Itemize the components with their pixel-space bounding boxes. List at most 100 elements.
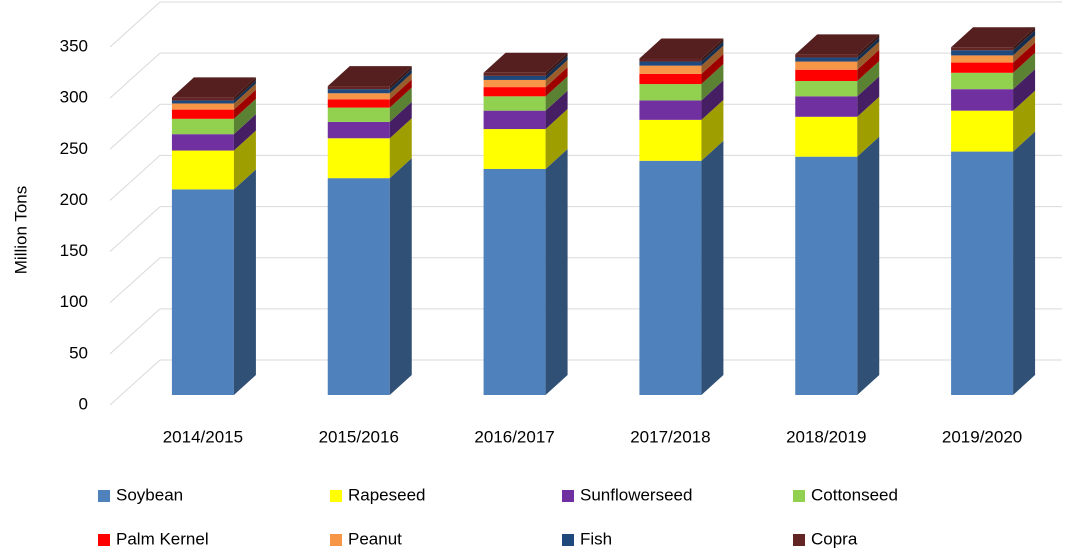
bar-side	[701, 99, 724, 161]
bar-segment	[483, 168, 546, 395]
legend-label: Peanut	[348, 529, 402, 548]
bar-segment	[171, 134, 234, 151]
bar-segment	[171, 97, 234, 101]
legend-label: Cottonseed	[811, 485, 898, 504]
x-tick-label: 2016/2017	[474, 427, 554, 446]
legend-swatch	[562, 534, 574, 546]
bar-side	[233, 77, 256, 101]
bar-top	[483, 52, 568, 73]
bar-side	[857, 76, 880, 117]
bar-side	[1013, 90, 1036, 152]
y-tick-label: 150	[60, 241, 88, 260]
bar-side	[389, 66, 412, 90]
bar-segment	[171, 150, 234, 190]
legend-label: Fish	[580, 529, 612, 548]
bar-segment	[639, 65, 702, 74]
bar-side	[857, 49, 880, 81]
grid-line	[109, 206, 161, 252]
bar-segment	[639, 119, 702, 161]
bar-segment	[795, 80, 858, 97]
legend-label: Rapeseed	[348, 485, 426, 504]
bar-side	[701, 140, 724, 395]
bar-side	[1013, 69, 1036, 111]
bar-segment	[795, 69, 858, 81]
bar-side	[233, 130, 256, 190]
legend-label: Sunflowerseed	[580, 485, 692, 504]
bar-top	[951, 27, 1036, 48]
bar-segment	[951, 110, 1014, 152]
bar-segment	[327, 93, 390, 100]
bar-side	[233, 98, 256, 135]
bar-side	[857, 60, 880, 97]
y-tick-label: 250	[60, 139, 88, 158]
bar-side	[857, 34, 880, 58]
y-tick-label: 50	[69, 343, 88, 362]
grid-line	[109, 257, 161, 304]
bar-segment	[951, 50, 1014, 56]
bar-side	[545, 148, 568, 395]
bar-segment	[639, 100, 702, 120]
bar-segment	[795, 54, 858, 58]
legend-label: Soybean	[116, 485, 183, 504]
bar-segment	[171, 100, 234, 104]
bar-segment	[795, 156, 858, 395]
bar-side	[1013, 131, 1036, 395]
grid-line	[109, 52, 161, 99]
bar-side	[701, 53, 724, 85]
bar-segment	[327, 107, 390, 122]
bar-side	[545, 59, 568, 88]
bar-side	[389, 69, 412, 94]
y-tick-label: 300	[60, 88, 88, 107]
bar-segment	[951, 55, 1014, 63]
bar-side	[389, 87, 412, 122]
bar-segment	[951, 47, 1014, 51]
grid-line	[109, 308, 161, 355]
bar-segment	[327, 86, 390, 90]
x-tick-label: 2019/2020	[942, 427, 1022, 446]
y-tick-label: 100	[60, 292, 88, 311]
grid-line	[109, 103, 161, 150]
legend-label: Palm Kernel	[116, 529, 209, 548]
x-tick-label: 2014/2015	[163, 427, 243, 446]
legend-swatch	[330, 490, 342, 502]
bar-side	[701, 64, 724, 101]
bar-side	[545, 90, 568, 130]
bar-segment	[951, 89, 1014, 111]
bar-segment	[327, 89, 390, 94]
bar-top	[327, 66, 412, 87]
grid-line	[109, 359, 161, 406]
bar-segment	[483, 75, 546, 80]
bar-side	[545, 67, 568, 97]
bar-side	[389, 101, 412, 139]
bar-segment	[483, 129, 546, 169]
bar-side	[545, 52, 568, 76]
bar-side	[857, 37, 880, 62]
bar-side	[1013, 30, 1036, 56]
legend-label: Copra	[811, 529, 858, 548]
bar-segment	[483, 110, 546, 130]
bar-top	[171, 77, 256, 98]
bar-segment	[951, 72, 1014, 90]
bar-segment	[483, 72, 546, 76]
bar-segment	[327, 99, 390, 108]
bar-side	[1013, 52, 1036, 90]
bar-side	[1013, 35, 1036, 63]
bar-side	[389, 158, 412, 395]
bar-segment	[639, 160, 702, 395]
y-axis-label: Million Tons	[11, 186, 30, 275]
bar-segment	[795, 96, 858, 117]
x-tick-label: 2017/2018	[630, 427, 710, 446]
bar-side	[389, 79, 412, 108]
bar-segment	[639, 61, 702, 66]
y-tick-label: 0	[79, 394, 88, 413]
legend-swatch	[330, 534, 342, 546]
x-tick-label: 2015/2016	[319, 427, 399, 446]
y-tick-label: 200	[60, 190, 88, 209]
bar-segment	[483, 96, 546, 111]
bar-top	[639, 38, 724, 59]
bar-side	[233, 114, 256, 151]
grid-line	[109, 155, 161, 201]
bar-side	[701, 45, 724, 74]
bar-segment	[171, 189, 234, 395]
bar-side	[389, 118, 412, 179]
